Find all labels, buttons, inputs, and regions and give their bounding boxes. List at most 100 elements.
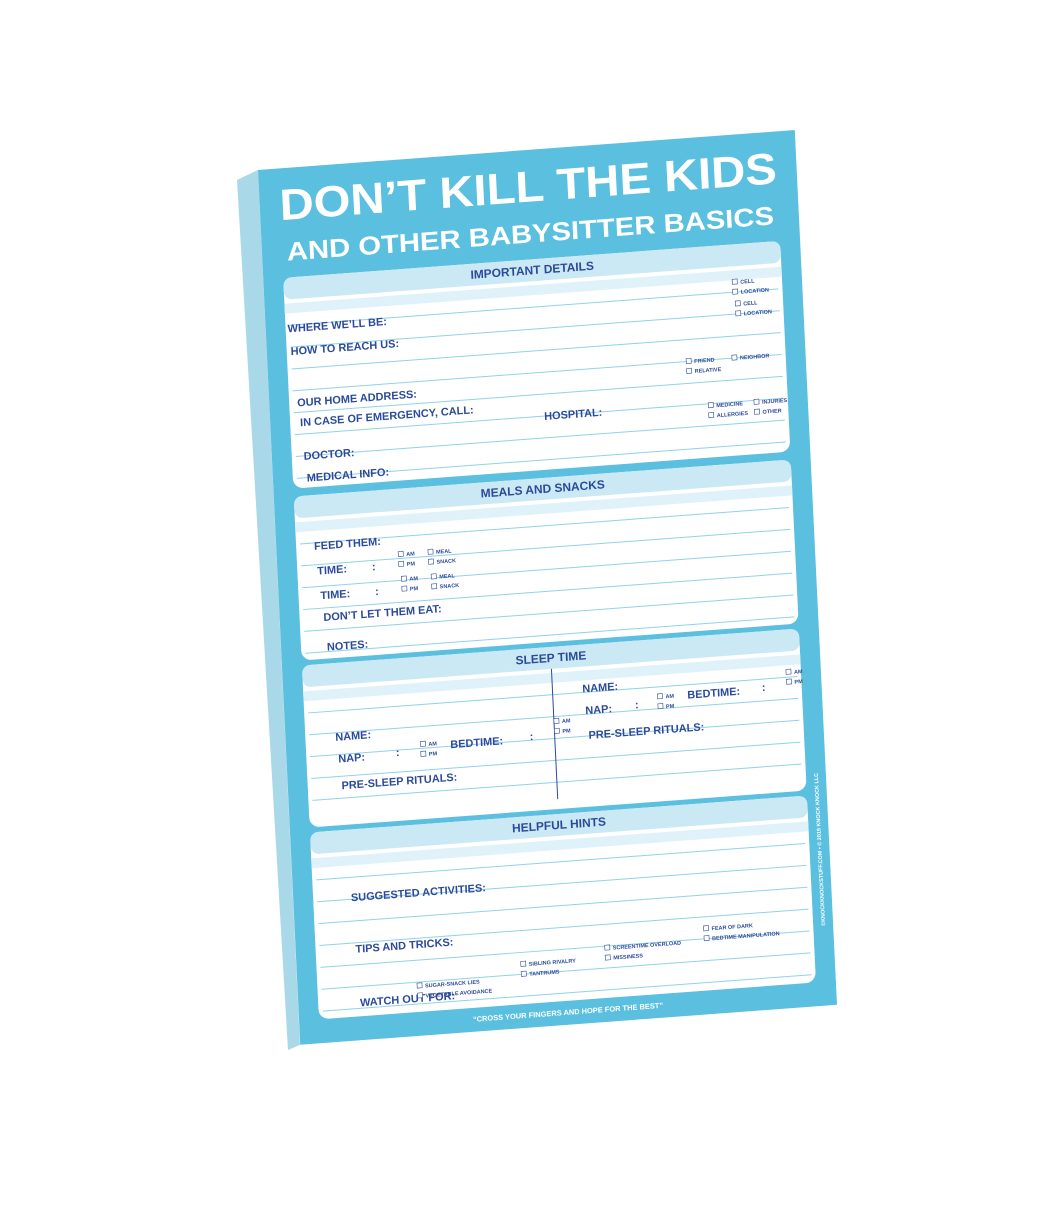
field-label: TIME:: [317, 563, 347, 577]
field-label: NOTES:: [327, 639, 369, 654]
checkbox[interactable]: [734, 300, 741, 307]
checkbox[interactable]: [553, 717, 560, 724]
checkbox[interactable]: [754, 408, 760, 415]
separator: :: [375, 586, 379, 598]
rule: [319, 908, 809, 947]
field-label: FEED THEM:: [314, 536, 381, 553]
checkbox[interactable]: [401, 585, 408, 592]
checkbox[interactable]: [419, 740, 426, 747]
checkbox[interactable]: [520, 960, 527, 967]
checkbox[interactable]: [428, 558, 434, 565]
checkbox[interactable]: [604, 954, 611, 961]
option-label: PM: [407, 561, 416, 568]
option-label: VEGETABLE AVOIDANCE: [425, 988, 492, 999]
section-heading: SLEEP TIME: [515, 648, 586, 667]
option-label: RELATIVE: [695, 367, 722, 375]
checkbox[interactable]: [686, 367, 693, 374]
checkbox[interactable]: [420, 750, 427, 757]
notepad: DON’T KILL THE KIDS AND OTHER BABYSITTER…: [258, 130, 838, 1045]
checkbox[interactable]: [735, 310, 742, 317]
panel-band: [294, 485, 793, 533]
option-label: AM: [406, 551, 415, 558]
rule: [301, 528, 791, 567]
option-label: AM: [409, 576, 418, 583]
checkbox[interactable]: [604, 944, 611, 951]
rule: [296, 441, 786, 479]
field-label: BEDTIME:: [450, 735, 503, 751]
option-label: SUGAR-SNACK LIES: [425, 979, 480, 989]
option-label: PM: [666, 704, 675, 711]
checkbox[interactable]: [657, 703, 664, 710]
option-label: AM: [794, 669, 803, 676]
separator: :: [635, 699, 639, 711]
option-label: AM: [665, 694, 674, 701]
rule: [318, 886, 808, 925]
checkbox[interactable]: [703, 925, 710, 932]
rule: [321, 952, 811, 990]
checkbox[interactable]: [708, 412, 715, 419]
option-label: MEAL: [439, 573, 455, 580]
rule: [303, 572, 793, 611]
rule: [289, 288, 779, 326]
column-divider: [550, 668, 559, 800]
rule: [295, 419, 785, 457]
field-label: NAP:: [338, 752, 365, 766]
option-label: BEDTIME MANIPULATION: [712, 931, 780, 942]
checkbox[interactable]: [657, 693, 663, 700]
rule: [322, 974, 812, 1012]
separator: :: [530, 731, 534, 743]
rule: [316, 843, 806, 881]
checkbox[interactable]: [707, 402, 714, 409]
option-label: AM: [428, 741, 437, 748]
option-label: PM: [562, 728, 571, 735]
separator: :: [372, 561, 376, 573]
option-label: PM: [410, 586, 419, 593]
checkbox[interactable]: [685, 357, 692, 364]
checkbox[interactable]: [786, 678, 792, 685]
rule: [304, 594, 794, 632]
checkbox[interactable]: [416, 982, 423, 989]
panel: [294, 460, 799, 660]
checkbox[interactable]: [520, 970, 527, 977]
option-label: OTHER: [762, 408, 781, 415]
checkbox[interactable]: [554, 727, 560, 734]
checkbox[interactable]: [785, 668, 792, 675]
option-label: PM: [794, 679, 803, 686]
checkbox[interactable]: [731, 354, 738, 361]
rule: [317, 864, 807, 903]
option-label: CELL: [743, 300, 758, 307]
option-label: ALLERGIES: [717, 411, 749, 419]
checkbox[interactable]: [417, 992, 423, 999]
field-label: HOSPITAL:: [544, 407, 603, 423]
separator: :: [396, 747, 400, 759]
checkbox[interactable]: [753, 398, 760, 405]
option-label: NEIGHBOR: [740, 353, 770, 361]
field-label: TIME:: [320, 588, 350, 602]
pad-edge: [237, 170, 300, 1050]
option-label: MEAL: [436, 549, 452, 556]
panel-band: [311, 821, 809, 869]
option-label: LOCATION: [741, 288, 769, 296]
field-label: NAME:: [335, 729, 371, 744]
option-label: FRIEND: [694, 357, 715, 365]
checkbox[interactable]: [732, 288, 739, 295]
checkbox[interactable]: [401, 575, 407, 582]
option-label: PM: [429, 751, 438, 758]
checkbox[interactable]: [431, 583, 438, 590]
checkbox[interactable]: [430, 573, 437, 580]
option-label: SCREENTIME OVERLOAD: [613, 941, 682, 952]
option-label: MEDICINE: [716, 401, 743, 409]
section-heading: HELPFUL HINTS: [512, 814, 606, 835]
checkbox[interactable]: [703, 935, 710, 942]
rule: [302, 550, 792, 589]
checkbox[interactable]: [398, 560, 405, 567]
checkbox[interactable]: [427, 548, 434, 555]
field-label: NAME:: [582, 681, 618, 696]
option-label: SIBLING RIVALRY: [529, 958, 577, 968]
panel-header: [302, 629, 800, 687]
option-label: AM: [562, 718, 571, 725]
panel-header: [310, 796, 808, 854]
checkbox[interactable]: [731, 278, 738, 285]
checkbox[interactable]: [397, 550, 404, 557]
